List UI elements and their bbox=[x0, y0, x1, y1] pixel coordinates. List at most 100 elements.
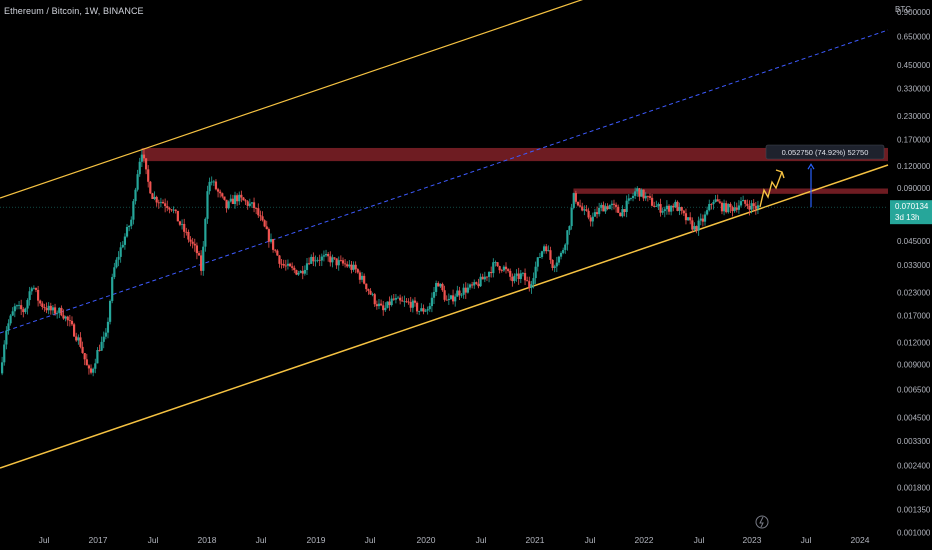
candle-body bbox=[24, 308, 27, 313]
candle-body bbox=[56, 312, 59, 314]
candle-body bbox=[401, 300, 404, 302]
candle-body bbox=[479, 276, 482, 287]
candle-body bbox=[297, 272, 300, 275]
candle-body bbox=[151, 193, 154, 199]
candle-body bbox=[538, 257, 541, 258]
candle-body bbox=[614, 204, 618, 207]
candle-body bbox=[305, 263, 309, 270]
candle-body bbox=[161, 201, 165, 204]
candle-body bbox=[435, 283, 438, 292]
candle-body bbox=[117, 256, 120, 260]
candle-body bbox=[680, 207, 683, 211]
candle-body bbox=[703, 214, 707, 222]
candle-body bbox=[686, 217, 690, 221]
time-tick: 2021 bbox=[526, 535, 545, 545]
candle-body bbox=[600, 204, 603, 208]
candle-body bbox=[752, 203, 755, 207]
candle-body bbox=[369, 290, 372, 295]
candle-body bbox=[519, 273, 522, 279]
price-tick: 0.230000 bbox=[897, 112, 931, 121]
annotations: 0.052750 (74.92%) 52750 bbox=[759, 144, 885, 208]
candle-body bbox=[248, 203, 251, 206]
candle-body bbox=[104, 332, 107, 337]
candle-body bbox=[168, 208, 171, 210]
candle-body bbox=[83, 352, 86, 360]
candle-body bbox=[299, 270, 302, 273]
candle-body bbox=[75, 336, 78, 341]
candle-body bbox=[250, 202, 254, 204]
candle-body bbox=[399, 297, 402, 301]
price-tick: 0.002400 bbox=[897, 462, 931, 471]
candle-body bbox=[115, 259, 118, 268]
candle-body bbox=[1, 362, 4, 374]
candle-body bbox=[691, 220, 694, 230]
measure-arrow-head bbox=[807, 163, 815, 170]
candle-body bbox=[627, 198, 630, 201]
candle-body bbox=[549, 250, 552, 260]
candle-body bbox=[648, 196, 652, 198]
candle-body bbox=[437, 283, 440, 287]
candle-body bbox=[360, 275, 364, 280]
candle-body bbox=[456, 290, 459, 297]
candle-body bbox=[204, 218, 207, 247]
candle-body bbox=[15, 305, 19, 307]
trend-lines bbox=[0, 0, 889, 469]
candle-body bbox=[443, 290, 446, 300]
candle-body bbox=[377, 303, 381, 307]
candle-body bbox=[329, 256, 332, 263]
candle-body bbox=[37, 289, 40, 301]
candle-body bbox=[415, 302, 419, 312]
candle-body bbox=[494, 262, 497, 263]
time-tick: Jul bbox=[148, 535, 159, 545]
candle-body bbox=[547, 250, 550, 252]
candle-body bbox=[66, 316, 69, 321]
candle-body bbox=[379, 303, 383, 306]
candle-body bbox=[513, 275, 516, 282]
candle-body bbox=[174, 209, 177, 211]
candle-body bbox=[589, 217, 592, 222]
candle-body bbox=[729, 203, 732, 207]
candle-body bbox=[214, 181, 218, 190]
candle-body bbox=[92, 368, 95, 373]
candle-body bbox=[725, 203, 728, 213]
candle-body bbox=[441, 283, 444, 291]
candle-body bbox=[316, 259, 319, 261]
price-tick: 0.090000 bbox=[897, 184, 931, 193]
candle-body bbox=[322, 255, 326, 257]
candle-body bbox=[420, 308, 423, 312]
candle-body bbox=[608, 205, 611, 210]
time-tick: Jul bbox=[476, 535, 487, 545]
candle-body bbox=[136, 174, 139, 190]
time-axis[interactable]: Jul 2017 Jul 2018 Jul 2019 Jul 2020 Jul 2021 Jul 20… bbox=[39, 535, 870, 545]
candle-body bbox=[373, 294, 376, 305]
candle-body bbox=[447, 298, 450, 301]
candle-body bbox=[371, 294, 374, 296]
candle-body bbox=[475, 282, 478, 284]
candle-body bbox=[303, 269, 306, 274]
candle-body bbox=[405, 301, 408, 303]
candle-body bbox=[39, 300, 42, 304]
candle-body bbox=[221, 193, 224, 197]
time-tick: Jul bbox=[694, 535, 705, 545]
candle-body bbox=[178, 221, 182, 225]
price-tick: 0.900000 bbox=[897, 8, 931, 17]
candle-body bbox=[716, 199, 719, 202]
candle-body bbox=[750, 203, 753, 210]
price-tick: 0.004500 bbox=[897, 413, 931, 422]
candle-body bbox=[41, 303, 44, 308]
candle-body bbox=[197, 253, 201, 256]
candle-body bbox=[396, 297, 400, 299]
candle-body bbox=[34, 287, 38, 290]
candle-body bbox=[424, 310, 427, 312]
candle-body bbox=[621, 209, 624, 217]
time-tick: 2023 bbox=[743, 535, 762, 545]
candle-body bbox=[85, 359, 88, 366]
candle-body bbox=[545, 246, 548, 252]
candle-body bbox=[60, 307, 63, 316]
candle-body bbox=[384, 307, 387, 311]
candle-body bbox=[653, 205, 656, 207]
price-tick: 0.006500 bbox=[897, 385, 931, 394]
lightning-icon-bolt bbox=[759, 516, 764, 528]
